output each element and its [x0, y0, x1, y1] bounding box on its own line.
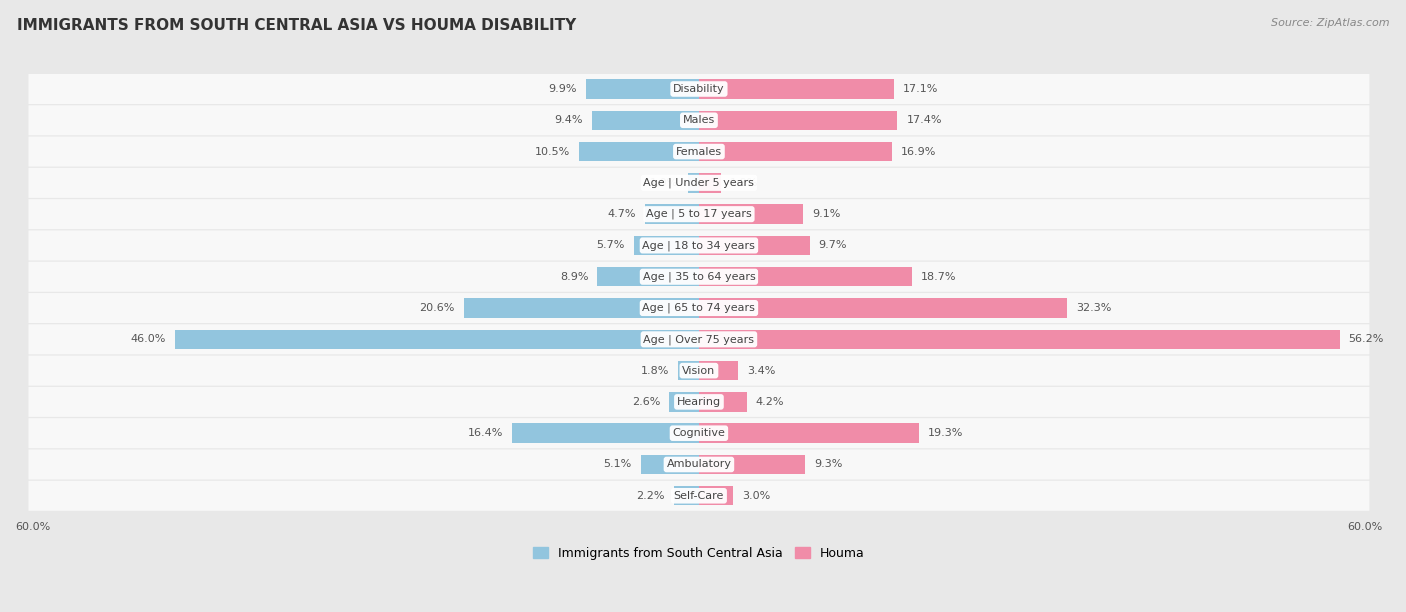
Text: Self-Care: Self-Care — [673, 491, 724, 501]
Bar — [699, 298, 1067, 318]
Text: 1.8%: 1.8% — [641, 365, 669, 376]
Bar — [645, 204, 699, 224]
Bar — [699, 330, 1340, 349]
Text: 60.0%: 60.0% — [1347, 523, 1384, 532]
Text: Source: ZipAtlas.com: Source: ZipAtlas.com — [1271, 18, 1389, 28]
Text: 1.0%: 1.0% — [650, 178, 679, 188]
Bar — [592, 111, 699, 130]
Text: 3.4%: 3.4% — [747, 365, 775, 376]
Bar — [699, 142, 891, 162]
FancyBboxPatch shape — [28, 199, 1369, 229]
FancyBboxPatch shape — [28, 418, 1369, 448]
Bar — [669, 392, 699, 412]
Bar — [512, 424, 699, 443]
FancyBboxPatch shape — [28, 293, 1369, 323]
Text: Females: Females — [676, 147, 723, 157]
Bar — [641, 455, 699, 474]
Text: 60.0%: 60.0% — [15, 523, 51, 532]
Text: 4.2%: 4.2% — [756, 397, 785, 407]
Text: 17.4%: 17.4% — [907, 115, 942, 125]
Text: 5.1%: 5.1% — [603, 460, 631, 469]
Bar — [699, 455, 806, 474]
Bar — [699, 204, 803, 224]
Text: 9.7%: 9.7% — [818, 241, 848, 250]
Text: 8.9%: 8.9% — [560, 272, 588, 282]
Bar — [699, 173, 721, 193]
Text: 16.9%: 16.9% — [901, 147, 936, 157]
Bar — [174, 330, 699, 349]
Text: IMMIGRANTS FROM SOUTH CENTRAL ASIA VS HOUMA DISABILITY: IMMIGRANTS FROM SOUTH CENTRAL ASIA VS HO… — [17, 18, 576, 34]
FancyBboxPatch shape — [28, 481, 1369, 511]
Text: 19.3%: 19.3% — [928, 428, 963, 438]
Bar — [688, 173, 699, 193]
FancyBboxPatch shape — [28, 356, 1369, 386]
Bar — [699, 424, 920, 443]
Text: 46.0%: 46.0% — [131, 334, 166, 345]
Text: 4.7%: 4.7% — [607, 209, 637, 219]
Text: Age | 18 to 34 years: Age | 18 to 34 years — [643, 240, 755, 251]
FancyBboxPatch shape — [28, 105, 1369, 135]
Text: 18.7%: 18.7% — [921, 272, 956, 282]
FancyBboxPatch shape — [28, 168, 1369, 198]
Text: 56.2%: 56.2% — [1348, 334, 1384, 345]
Text: 9.3%: 9.3% — [814, 460, 842, 469]
Text: 32.3%: 32.3% — [1076, 303, 1112, 313]
Text: Age | 35 to 64 years: Age | 35 to 64 years — [643, 272, 755, 282]
Text: 5.7%: 5.7% — [596, 241, 624, 250]
Text: 9.4%: 9.4% — [554, 115, 582, 125]
Bar — [699, 236, 810, 255]
Text: Age | 5 to 17 years: Age | 5 to 17 years — [647, 209, 752, 220]
Legend: Immigrants from South Central Asia, Houma: Immigrants from South Central Asia, Houm… — [527, 542, 870, 565]
Text: Age | 65 to 74 years: Age | 65 to 74 years — [643, 303, 755, 313]
Text: 9.9%: 9.9% — [548, 84, 576, 94]
Text: Vision: Vision — [682, 365, 716, 376]
Text: 1.9%: 1.9% — [730, 178, 758, 188]
Text: 2.2%: 2.2% — [637, 491, 665, 501]
Text: 2.6%: 2.6% — [631, 397, 661, 407]
FancyBboxPatch shape — [28, 324, 1369, 354]
Bar — [598, 267, 699, 286]
Bar — [699, 80, 894, 99]
FancyBboxPatch shape — [28, 262, 1369, 292]
Text: 17.1%: 17.1% — [903, 84, 938, 94]
Bar — [699, 392, 747, 412]
Text: Disability: Disability — [673, 84, 724, 94]
Bar — [464, 298, 699, 318]
FancyBboxPatch shape — [28, 449, 1369, 480]
Bar — [586, 80, 699, 99]
Bar — [673, 486, 699, 506]
FancyBboxPatch shape — [28, 74, 1369, 104]
Bar — [679, 361, 699, 380]
Text: Ambulatory: Ambulatory — [666, 460, 731, 469]
Bar — [699, 111, 897, 130]
Text: Males: Males — [683, 115, 716, 125]
Text: Cognitive: Cognitive — [672, 428, 725, 438]
FancyBboxPatch shape — [28, 136, 1369, 166]
Text: 9.1%: 9.1% — [811, 209, 841, 219]
Text: Age | Under 5 years: Age | Under 5 years — [644, 177, 755, 188]
Bar — [699, 486, 733, 506]
Bar — [579, 142, 699, 162]
Text: 20.6%: 20.6% — [419, 303, 456, 313]
Text: 16.4%: 16.4% — [468, 428, 503, 438]
Text: 3.0%: 3.0% — [742, 491, 770, 501]
Text: 10.5%: 10.5% — [534, 147, 569, 157]
FancyBboxPatch shape — [28, 231, 1369, 261]
Bar — [634, 236, 699, 255]
Bar — [699, 267, 912, 286]
FancyBboxPatch shape — [28, 387, 1369, 417]
Text: Age | Over 75 years: Age | Over 75 years — [644, 334, 755, 345]
Text: Hearing: Hearing — [676, 397, 721, 407]
Bar — [699, 361, 738, 380]
